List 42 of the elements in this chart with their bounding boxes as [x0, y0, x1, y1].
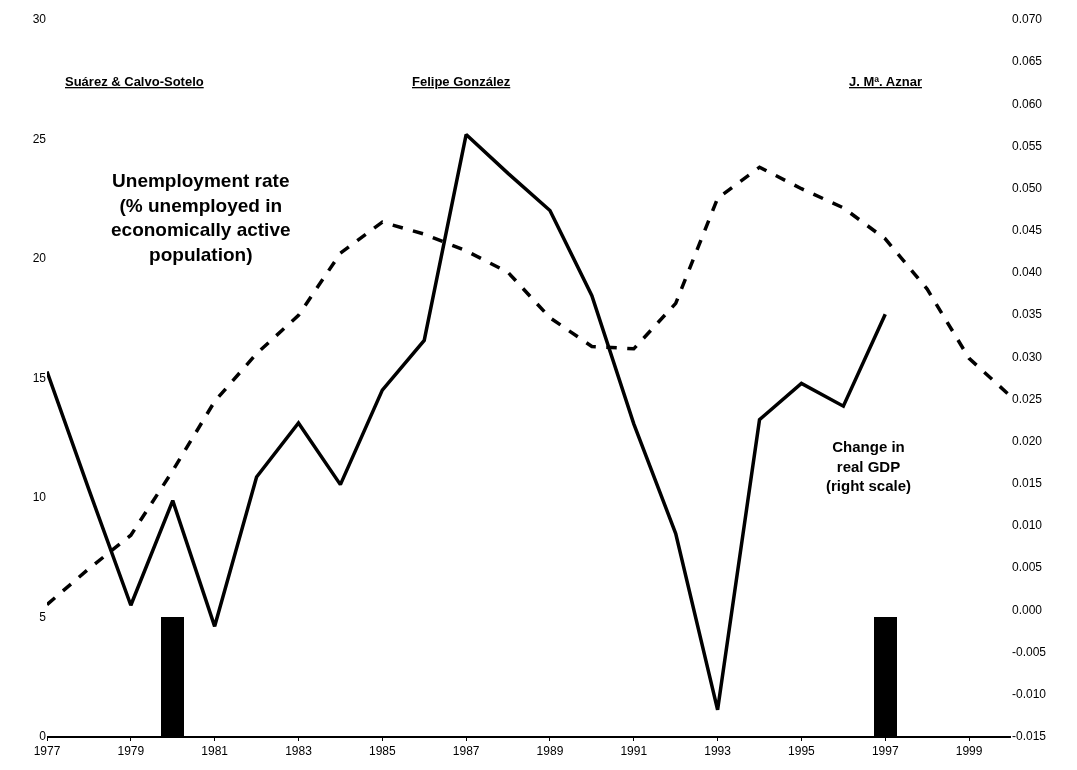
x-tick-label: 1983 — [285, 744, 313, 759]
x-tick-label: 1979 — [117, 744, 145, 759]
x-tick-label: 1987 — [452, 744, 480, 759]
x-tick-label: 1991 — [620, 744, 648, 759]
x-tick-label: 1977 — [33, 744, 61, 759]
y2-tick-label: 0.035 — [1012, 307, 1043, 322]
annotation: Unemployment rate (% unemployed in economically active population) — [111, 170, 291, 266]
y2-tick-label: 0.070 — [1012, 12, 1043, 27]
y2-tick-label: 0.025 — [1012, 391, 1043, 406]
annotation: Change in real GDP (right scale) — [826, 438, 912, 494]
y2-tick-label: 0.050 — [1012, 180, 1043, 195]
x-tick-label: 1989 — [536, 744, 564, 759]
annotation: Felipe González — [412, 74, 511, 89]
y-tick-label: 20 — [32, 251, 47, 266]
y-tick-label: 10 — [32, 490, 47, 505]
y2-tick-label: -0.015 — [1012, 729, 1047, 744]
y2-tick-label: 0.010 — [1012, 518, 1043, 533]
y2-tick-label: 0.055 — [1012, 138, 1043, 153]
x-tick-label: 1993 — [704, 744, 732, 759]
y2-tick-label: 0.040 — [1012, 265, 1043, 280]
x-tick-label: 1997 — [871, 744, 899, 759]
y2-tick-label: 0.005 — [1012, 560, 1043, 575]
y2-tick-label: -0.005 — [1012, 644, 1047, 659]
x-tick-label: 1981 — [201, 744, 229, 759]
y-tick-label: 5 — [39, 609, 47, 624]
y2-tick-label: 0.060 — [1012, 96, 1043, 111]
y-tick-label: 15 — [32, 370, 47, 385]
y2-tick-label: 0.015 — [1012, 476, 1043, 491]
x-tick-label: 1999 — [955, 744, 983, 759]
x-tick-label: 1995 — [788, 744, 816, 759]
y-tick-label: 30 — [32, 12, 47, 27]
y2-tick-label: 0.045 — [1012, 223, 1043, 238]
y-tick-label: 25 — [32, 131, 47, 146]
y2-tick-label: 0.065 — [1012, 54, 1043, 69]
y2-tick-label: 0.030 — [1012, 349, 1043, 364]
annotation: Suárez & Calvo-Sotelo — [65, 74, 204, 89]
y2-tick-label: 0.020 — [1012, 433, 1043, 448]
x-tick-label: 1985 — [368, 744, 396, 759]
y2-tick-label: 0.000 — [1012, 602, 1043, 617]
y-tick-label: 0 — [39, 729, 47, 744]
y2-tick-label: -0.010 — [1012, 687, 1047, 702]
annotation: J. Mª. Aznar — [849, 74, 922, 89]
